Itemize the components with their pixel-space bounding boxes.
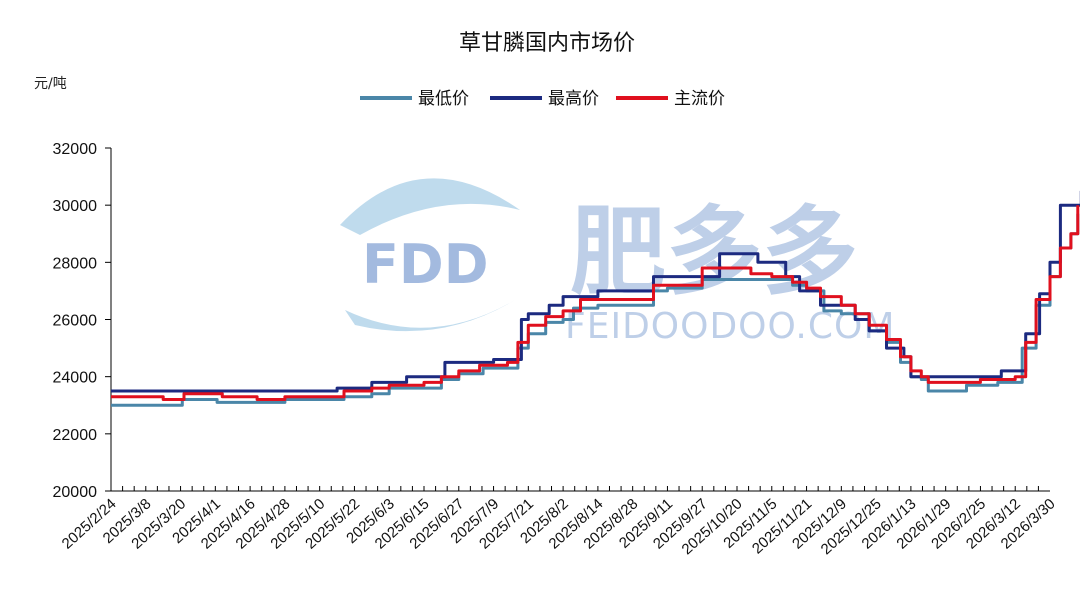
- y-tick-label: 30000: [53, 198, 98, 215]
- legend: 最低价 最高价 主流价: [360, 89, 725, 109]
- chart-title: 草甘膦国内市场价: [459, 31, 635, 56]
- watermark-logo: FDD: [340, 178, 520, 332]
- series-line-1: [111, 213, 1080, 407]
- legend-label-2: 最高价: [548, 89, 599, 109]
- y-tick-label: 22000: [53, 427, 98, 444]
- legend-label-1: 最低价: [418, 89, 469, 109]
- y-axis-unit: 元/吨: [34, 76, 67, 92]
- legend-label-3: 主流价: [674, 89, 725, 109]
- watermark: FDD 肥多多 FEIDOODOO.COM: [340, 178, 895, 347]
- series-line-3: [111, 205, 1080, 401]
- y-tick-label: 32000: [53, 141, 98, 158]
- series-lines: [111, 190, 1080, 407]
- watermark-brand-en: FEIDOODOO.COM: [565, 306, 895, 347]
- y-ticks: 20000 22000 24000 26000 28000 30000 32000: [53, 141, 111, 501]
- y-tick-label: 26000: [53, 313, 98, 330]
- watermark-logo-text: FDD: [362, 233, 489, 296]
- x-ticks: 2025/2/242025/3/82025/3/202025/4/12025/4…: [59, 486, 1059, 558]
- y-tick-label: 20000: [53, 484, 98, 501]
- series-line-2: [111, 190, 1080, 393]
- y-tick-label: 28000: [53, 255, 98, 272]
- y-tick-label: 24000: [53, 370, 98, 387]
